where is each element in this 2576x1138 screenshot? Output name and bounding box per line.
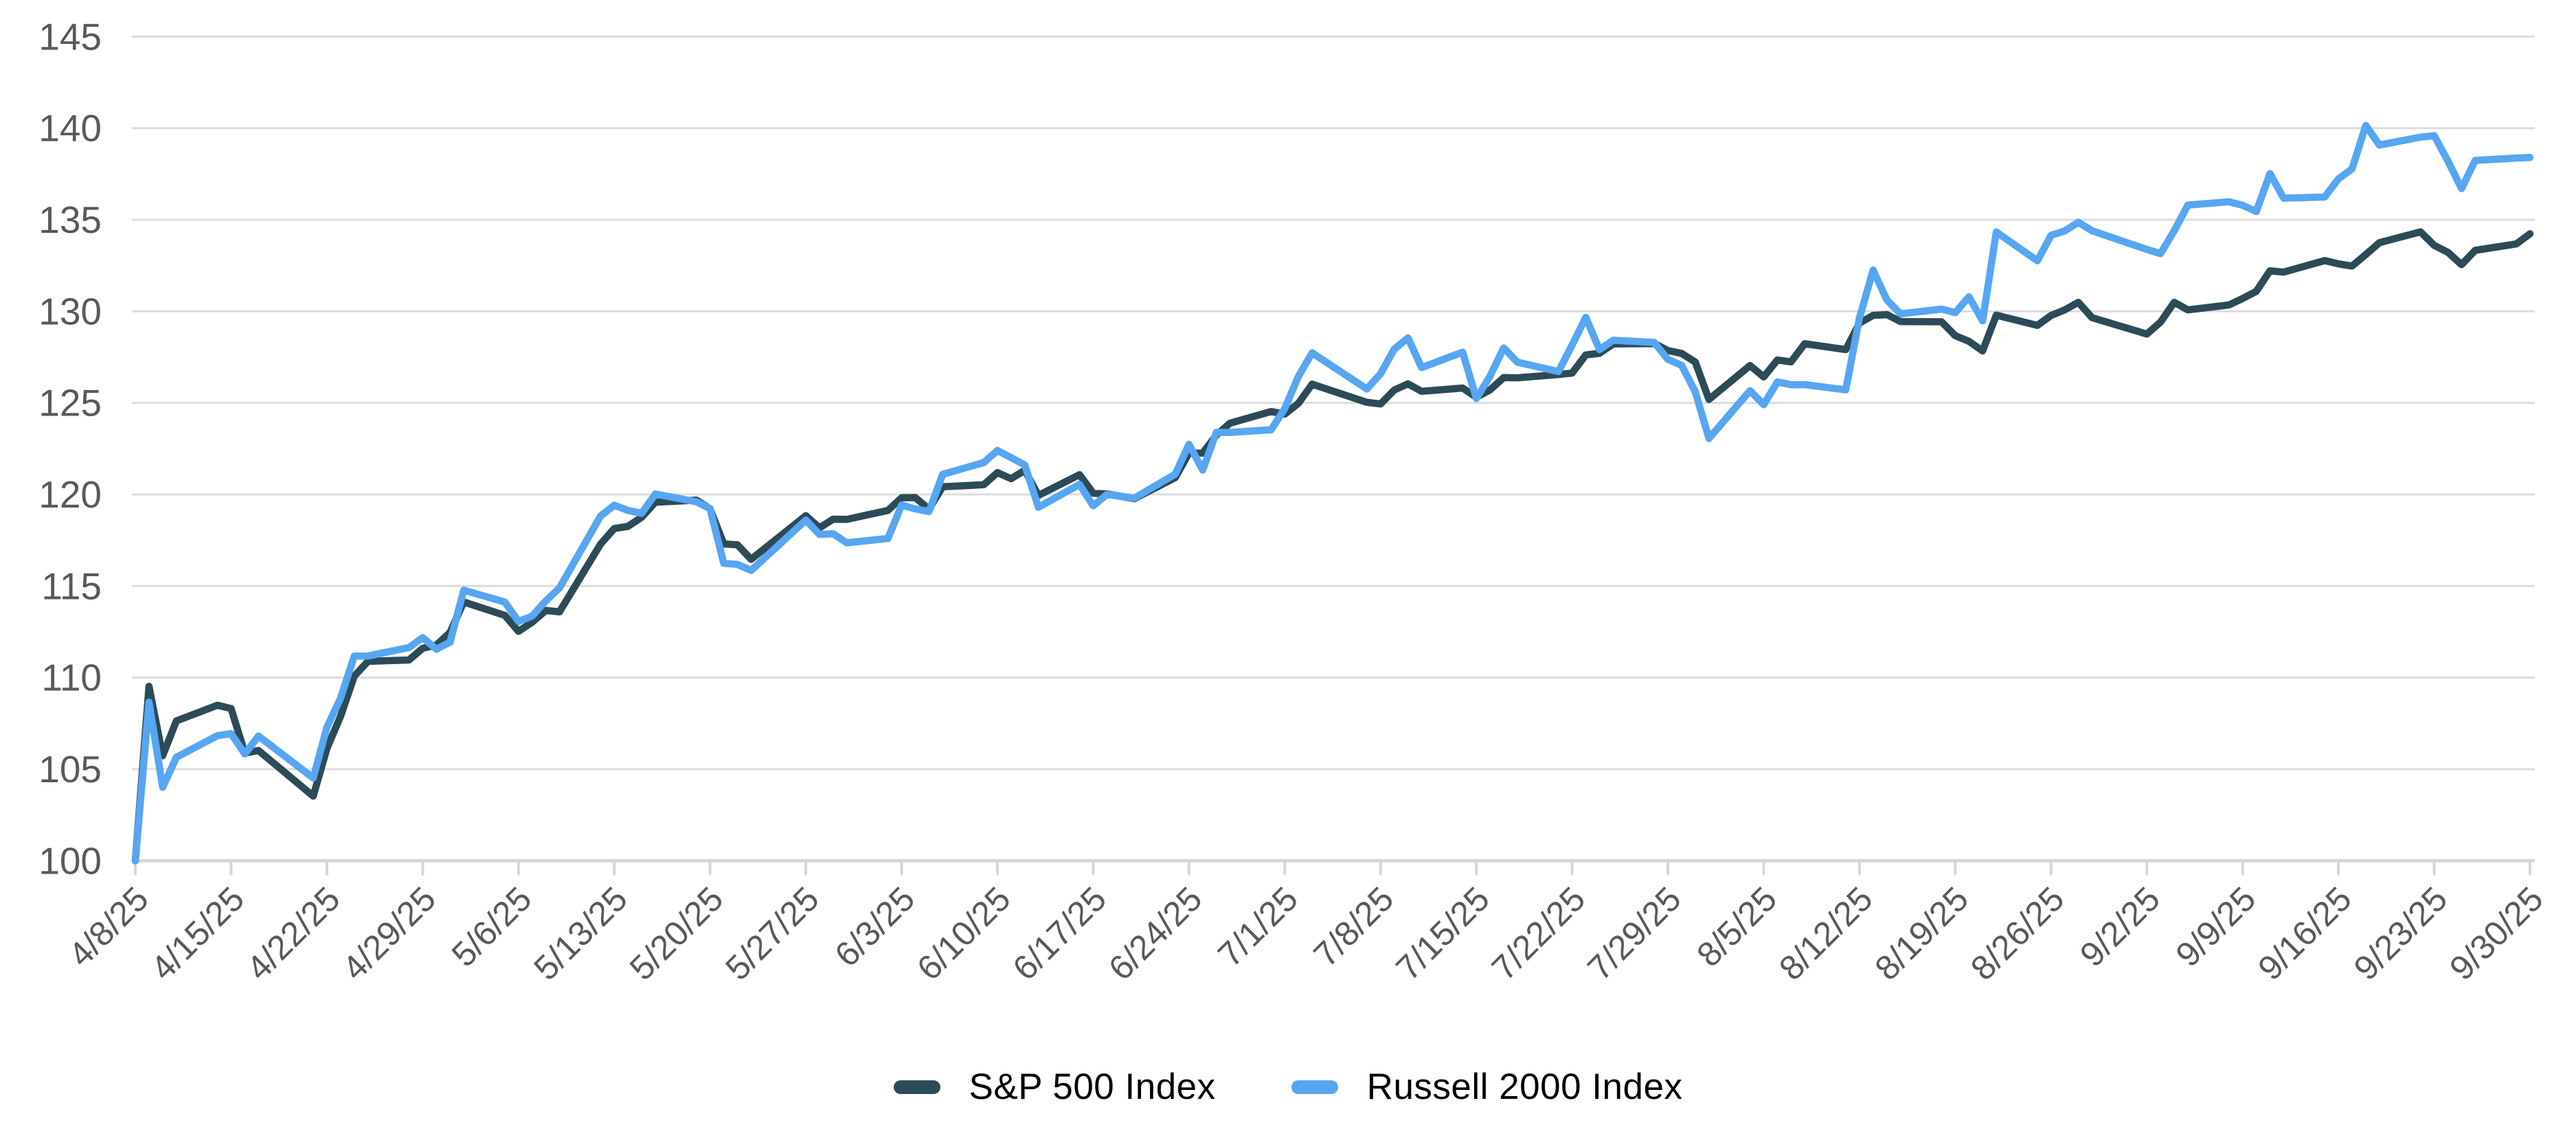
x-axis-label: 5/27/25 (718, 879, 826, 988)
x-axis-label: 4/22/25 (239, 879, 348, 988)
legend-label-sp500: S&P 500 Index (969, 1067, 1216, 1107)
x-axis-label: 4/15/25 (144, 879, 252, 988)
x-axis-label: 6/17/25 (1006, 879, 1114, 988)
x-axis-ticks (134, 861, 2531, 876)
x-axis-label: 6/10/25 (909, 879, 1018, 988)
x-axis-label: 6/24/25 (1101, 879, 1210, 988)
gridlines (132, 35, 2535, 771)
x-axis-label: 7/22/25 (1484, 879, 1593, 988)
x-axis-label: 9/16/25 (2250, 879, 2359, 988)
chart-legend: S&P 500 Index Russell 2000 Index (0, 1066, 2576, 1108)
y-axis-label: 130 (38, 290, 102, 332)
x-axis-label: 7/1/25 (1210, 879, 1305, 974)
x-axis-label: 8/19/25 (1868, 879, 1976, 988)
sp500-series-swatch-icon (893, 1080, 940, 1094)
y-axis-label: 120 (38, 473, 102, 516)
y-axis-label: 145 (38, 15, 102, 58)
x-axis-label: 8/5/25 (1689, 879, 1784, 974)
x-axis-label: 9/30/25 (2442, 879, 2551, 988)
x-axis-label: 4/8/25 (61, 879, 156, 974)
sp500-line (131, 228, 2534, 865)
russell2000-line (131, 122, 2534, 865)
x-axis-label: 7/8/25 (1307, 879, 1401, 974)
x-axis-label: 5/13/25 (526, 879, 635, 988)
x-axis-label: 9/23/25 (2347, 879, 2455, 988)
x-axis-label: 9/2/25 (2072, 879, 2167, 974)
x-axis-label: 6/3/25 (827, 879, 922, 974)
x-axis-label: 5/6/25 (444, 879, 539, 974)
legend-label-russell2000: Russell 2000 Index (1366, 1067, 1683, 1107)
y-axis-labels: 100 105 110 115 120 125 130 135 140 145 (38, 15, 102, 882)
x-axis-label: 8/12/25 (1772, 879, 1880, 988)
x-axis-label: 8/26/25 (1963, 879, 2072, 988)
y-axis-label: 125 (38, 382, 102, 424)
x-axis-label: 7/29/25 (1580, 879, 1688, 988)
legend-item-sp500: S&P 500 Index (893, 1066, 1216, 1108)
y-axis-label: 140 (38, 107, 102, 150)
y-axis-label: 110 (41, 657, 102, 699)
x-axis-labels: 4/8/254/15/254/22/254/29/25 5/6/255/13/25… (61, 879, 2551, 988)
y-axis-label: 100 (38, 839, 102, 882)
y-axis-label: 135 (38, 198, 102, 241)
legend-item-russell2000: Russell 2000 Index (1291, 1066, 1683, 1108)
x-axis-label: 5/20/25 (622, 879, 731, 988)
russell2000-series-swatch-icon (1291, 1080, 1338, 1094)
y-axis-label: 115 (41, 565, 102, 607)
x-axis-label: 4/29/25 (335, 879, 444, 988)
y-axis-label: 105 (38, 748, 102, 790)
x-axis-label: 7/15/25 (1388, 879, 1497, 988)
x-axis-label: 9/9/25 (2169, 879, 2263, 974)
